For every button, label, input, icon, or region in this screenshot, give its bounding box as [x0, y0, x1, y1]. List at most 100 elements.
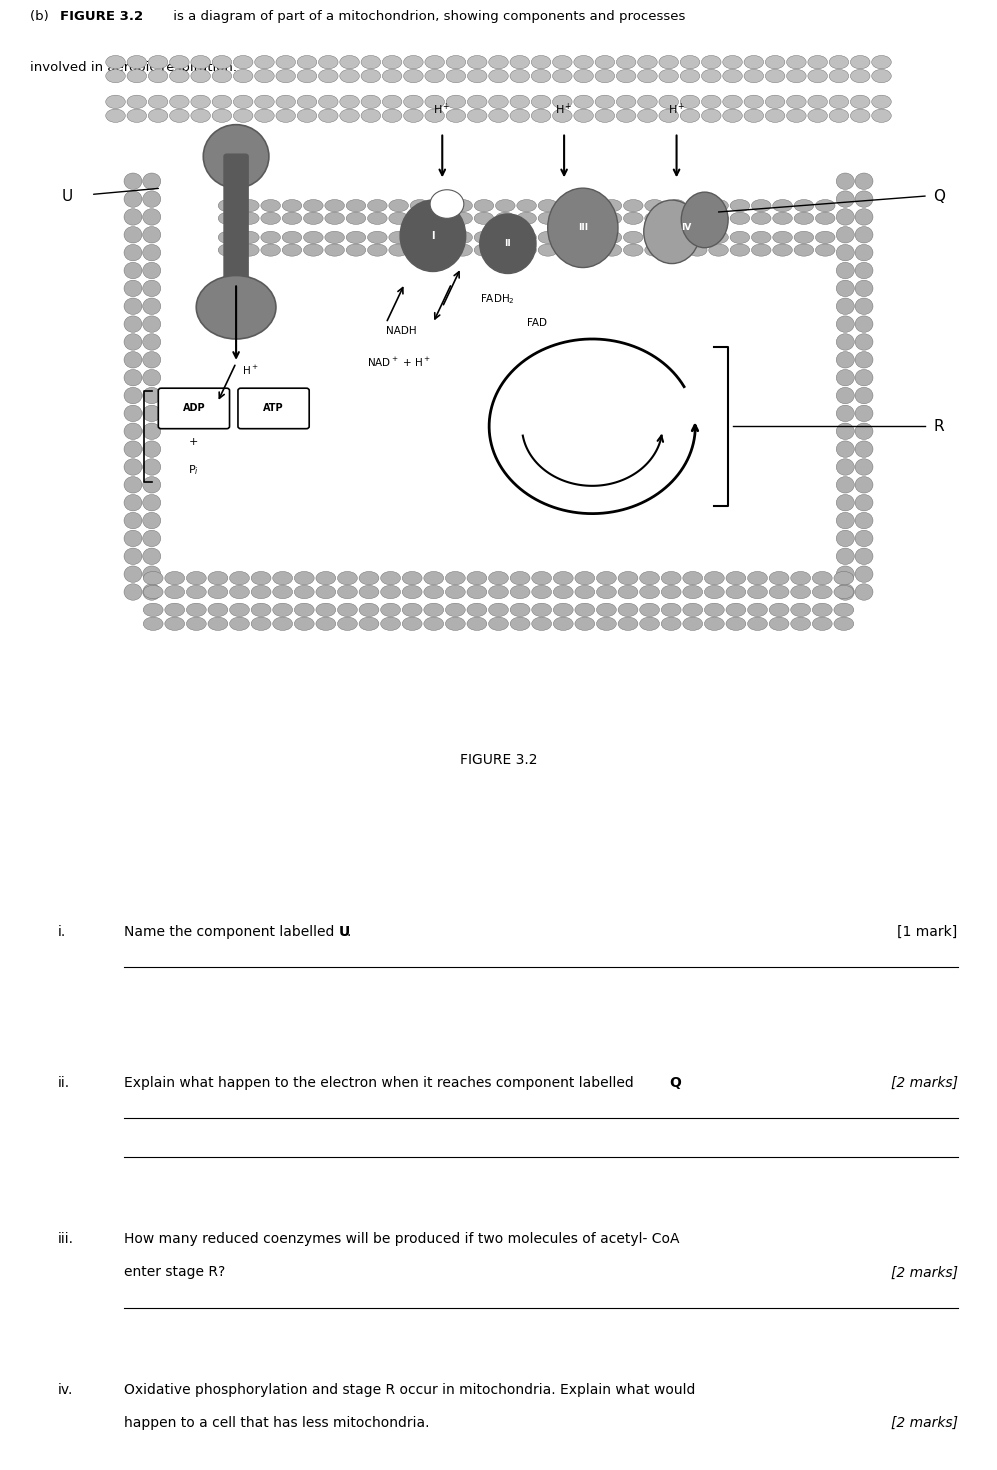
- Ellipse shape: [855, 173, 873, 190]
- Ellipse shape: [124, 226, 142, 243]
- Ellipse shape: [680, 56, 700, 69]
- Ellipse shape: [645, 200, 664, 212]
- FancyBboxPatch shape: [238, 388, 309, 429]
- Ellipse shape: [382, 56, 402, 69]
- Text: P$_i$: P$_i$: [188, 463, 199, 476]
- Ellipse shape: [143, 531, 161, 547]
- Ellipse shape: [726, 603, 746, 616]
- Ellipse shape: [143, 387, 161, 404]
- Ellipse shape: [480, 215, 536, 273]
- Ellipse shape: [325, 212, 345, 225]
- Ellipse shape: [787, 56, 807, 69]
- Ellipse shape: [432, 231, 451, 244]
- Ellipse shape: [773, 244, 793, 256]
- Ellipse shape: [702, 96, 721, 109]
- Ellipse shape: [359, 603, 379, 616]
- Ellipse shape: [124, 369, 142, 387]
- Ellipse shape: [233, 69, 253, 82]
- Ellipse shape: [855, 476, 873, 492]
- Ellipse shape: [510, 572, 530, 585]
- Ellipse shape: [744, 96, 764, 109]
- Ellipse shape: [574, 56, 593, 69]
- Ellipse shape: [143, 316, 161, 332]
- Ellipse shape: [251, 572, 271, 585]
- Ellipse shape: [124, 406, 142, 422]
- Ellipse shape: [251, 585, 271, 598]
- Ellipse shape: [389, 200, 409, 212]
- Ellipse shape: [273, 617, 292, 631]
- Ellipse shape: [424, 617, 444, 631]
- Ellipse shape: [496, 231, 515, 244]
- Ellipse shape: [510, 603, 530, 616]
- Ellipse shape: [338, 572, 357, 585]
- Ellipse shape: [661, 585, 681, 598]
- Ellipse shape: [510, 96, 529, 109]
- Ellipse shape: [638, 69, 657, 82]
- Ellipse shape: [402, 572, 422, 585]
- Ellipse shape: [338, 585, 357, 598]
- Ellipse shape: [595, 56, 615, 69]
- Ellipse shape: [346, 244, 366, 256]
- Ellipse shape: [808, 56, 828, 69]
- Ellipse shape: [468, 109, 487, 122]
- Ellipse shape: [531, 56, 550, 69]
- Ellipse shape: [468, 96, 487, 109]
- Ellipse shape: [149, 96, 167, 109]
- Ellipse shape: [666, 200, 686, 212]
- Ellipse shape: [124, 244, 142, 260]
- Ellipse shape: [748, 585, 768, 598]
- Ellipse shape: [124, 423, 142, 440]
- Ellipse shape: [666, 231, 686, 244]
- Ellipse shape: [661, 572, 681, 585]
- Ellipse shape: [143, 406, 161, 422]
- Ellipse shape: [489, 56, 508, 69]
- Ellipse shape: [538, 212, 557, 225]
- Ellipse shape: [496, 212, 515, 225]
- Ellipse shape: [666, 244, 686, 256]
- FancyBboxPatch shape: [159, 388, 229, 429]
- Ellipse shape: [186, 617, 206, 631]
- Ellipse shape: [575, 585, 595, 598]
- Ellipse shape: [726, 585, 746, 598]
- Ellipse shape: [208, 603, 228, 616]
- Ellipse shape: [294, 617, 314, 631]
- Ellipse shape: [127, 96, 147, 109]
- Text: i.: i.: [58, 925, 66, 939]
- Ellipse shape: [382, 96, 402, 109]
- Ellipse shape: [596, 603, 616, 616]
- Text: IV: IV: [681, 223, 691, 232]
- Text: ATP: ATP: [263, 403, 284, 413]
- Ellipse shape: [836, 209, 854, 225]
- Ellipse shape: [340, 56, 359, 69]
- Ellipse shape: [475, 212, 494, 225]
- Ellipse shape: [212, 69, 231, 82]
- Ellipse shape: [730, 212, 750, 225]
- Ellipse shape: [574, 109, 593, 122]
- Ellipse shape: [616, 96, 636, 109]
- Ellipse shape: [596, 585, 616, 598]
- Ellipse shape: [261, 231, 280, 244]
- Ellipse shape: [836, 566, 854, 582]
- Ellipse shape: [316, 585, 336, 598]
- Ellipse shape: [836, 459, 854, 475]
- Ellipse shape: [169, 56, 189, 69]
- Ellipse shape: [787, 109, 807, 122]
- Ellipse shape: [623, 200, 643, 212]
- Ellipse shape: [144, 603, 164, 616]
- Ellipse shape: [276, 69, 295, 82]
- Ellipse shape: [233, 56, 253, 69]
- Ellipse shape: [453, 212, 473, 225]
- Ellipse shape: [489, 617, 508, 631]
- Ellipse shape: [233, 96, 253, 109]
- Ellipse shape: [791, 572, 811, 585]
- Ellipse shape: [297, 109, 317, 122]
- Ellipse shape: [855, 513, 873, 529]
- Ellipse shape: [726, 617, 746, 631]
- Ellipse shape: [453, 244, 473, 256]
- Ellipse shape: [769, 572, 789, 585]
- Ellipse shape: [813, 572, 832, 585]
- Ellipse shape: [836, 351, 854, 368]
- Ellipse shape: [489, 96, 508, 109]
- Ellipse shape: [830, 56, 848, 69]
- Ellipse shape: [143, 173, 161, 190]
